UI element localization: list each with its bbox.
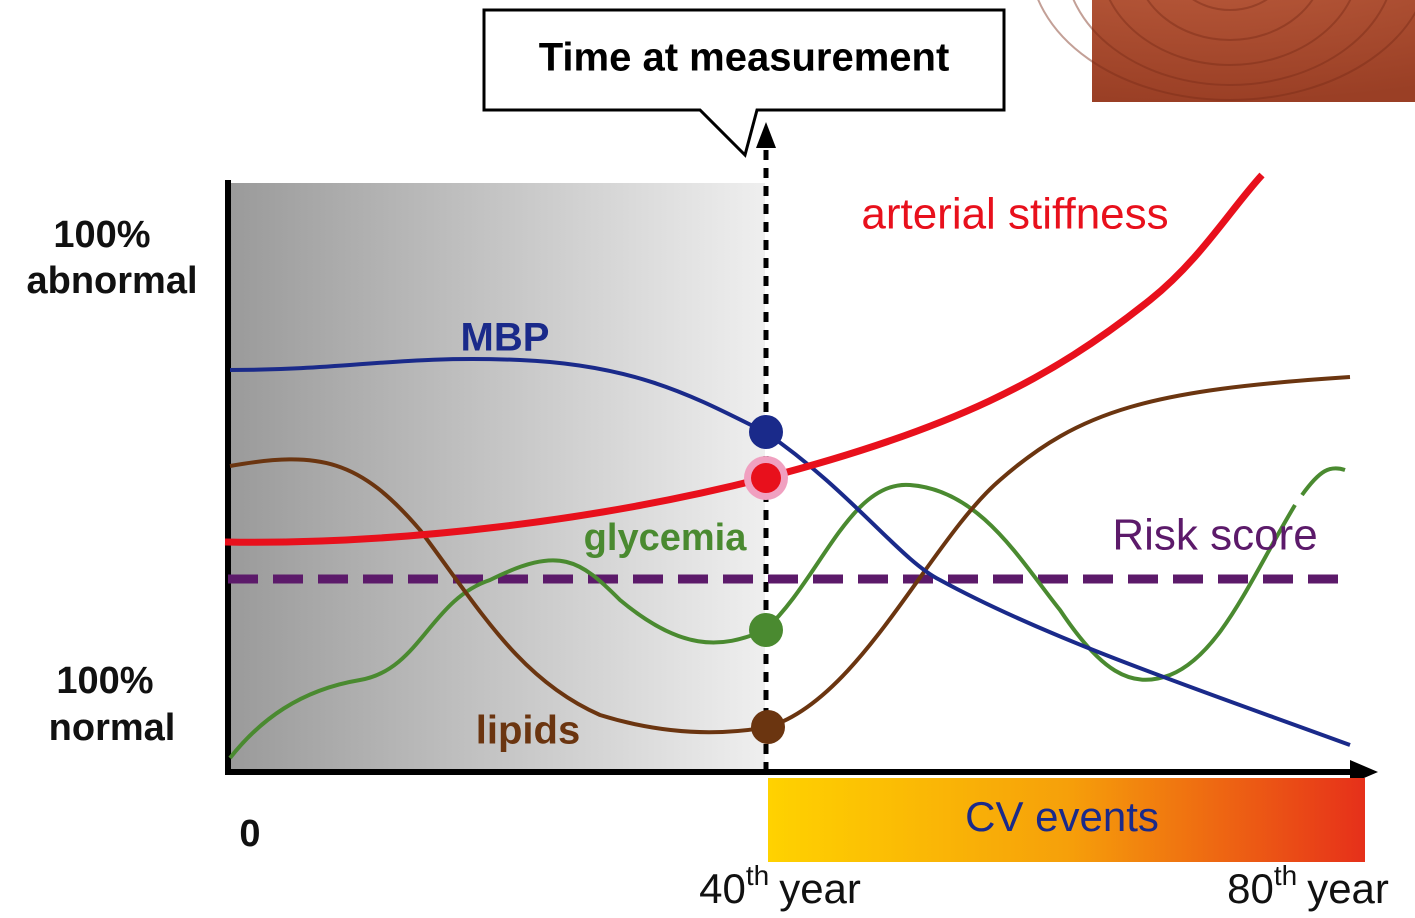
x-number: 40 [699,865,746,912]
cv-events-label: CV events [965,793,1159,840]
risk-score-label: Risk score [1112,511,1317,560]
glycemia-curve [228,466,1346,760]
callout-box [482,8,1006,158]
x-suffix: th [1274,860,1297,891]
arterial-stiffness-curve [224,172,1265,546]
mbp-dot [749,415,783,449]
x-label: 80th year [1227,860,1389,912]
lipids-dot [751,710,785,744]
y-label: abnormal [26,260,197,302]
x-suffix: th [746,860,769,891]
y-label: 100% [53,214,150,256]
glycemia-dot [749,613,783,647]
x-number: 80 [1227,865,1274,912]
lipids-label: lipids [476,709,580,753]
stiffness-label: arterial stiffness [861,190,1168,239]
origin-label: 0 [239,813,260,855]
x-unit: year [1307,865,1389,912]
x-label: 40th year [699,860,861,912]
stiffness-dot [751,463,781,493]
y-label: 100% [56,660,153,702]
mbp-label: MBP [461,316,550,360]
cv-events-band [768,778,1365,862]
x-unit: year [779,865,861,912]
past-region [228,183,765,772]
y-label: normal [49,707,176,749]
glycemia-label: glycemia [584,517,748,559]
arrow-head [756,122,776,148]
callout-text: Time at measurement [539,36,950,80]
wood-image [1037,0,1415,102]
lipids-curve [229,375,1351,735]
